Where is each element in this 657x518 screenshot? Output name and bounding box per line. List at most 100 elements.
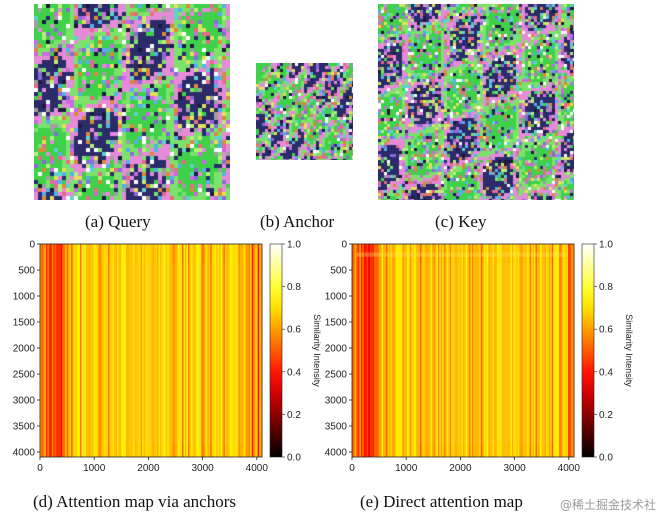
heatmap-column: [180, 244, 183, 457]
heatmap-column: [443, 244, 446, 457]
heatmap-column: [185, 244, 187, 457]
heatmap-column: [122, 244, 125, 457]
heatmap-column: [362, 244, 365, 457]
heatmap-column: [145, 244, 147, 457]
heatmap-column: [50, 244, 53, 457]
heatmap-column: [455, 244, 458, 457]
heatmap-column: [365, 244, 368, 457]
heatmap-column: [491, 244, 493, 457]
heatmap-column: [380, 244, 382, 457]
heatmap-column: [71, 244, 73, 457]
heatmap-column: [57, 244, 60, 457]
y-tick-label: 4000: [13, 448, 36, 459]
x-tick-label: 1000: [83, 463, 106, 474]
heatmap-column: [356, 244, 359, 457]
heatmap-column: [148, 244, 150, 457]
heatmap-column: [44, 244, 47, 457]
heatmap-column: [457, 244, 459, 457]
heatmap-column: [186, 244, 189, 457]
heatmap-column: [516, 244, 519, 457]
heatmap-column: [390, 244, 393, 457]
heatmap-column: [508, 244, 511, 457]
heatmap-column: [103, 244, 106, 457]
heatmap-column: [426, 244, 428, 457]
heatmap-column: [182, 244, 184, 457]
heatmap-column: [352, 244, 354, 457]
colorbar-tick-label: 0.6: [287, 325, 301, 336]
heatmap-column: [442, 244, 445, 457]
heatmap-column: [400, 244, 403, 457]
heatmap-column: [56, 244, 59, 457]
heatmap-column: [159, 244, 162, 457]
heatmap-column: [167, 244, 170, 457]
heatmap-column: [74, 244, 76, 457]
heatmap-column: [78, 244, 81, 457]
heatmap-column: [199, 244, 202, 457]
heatmap-column: [259, 244, 261, 457]
query-image: [34, 4, 230, 200]
heatmap-column: [214, 244, 217, 457]
plot-frame: [39, 243, 263, 458]
y-tick-label: 2000: [13, 344, 36, 355]
heatmap-column: [223, 244, 226, 457]
heatmap-column: [569, 244, 572, 457]
y-tick-label: 3000: [13, 396, 36, 407]
heatmap-column: [257, 244, 260, 457]
heatmap-column: [412, 244, 415, 457]
heatmap-column: [96, 244, 99, 457]
heatmap-column: [476, 244, 479, 457]
heatmap-column: [387, 244, 390, 457]
heatmap-column: [417, 244, 419, 457]
x-tick-label: 4000: [246, 463, 269, 474]
heatmap-column: [40, 244, 42, 457]
heatmap-column: [152, 244, 155, 457]
heatmap-column: [161, 244, 164, 457]
heatmap-column: [433, 244, 436, 457]
heatmap-column: [502, 244, 505, 457]
heatmap-column: [162, 244, 165, 457]
heatmap-column: [510, 244, 513, 457]
colorbar-label: Similarity Intensity: [624, 314, 634, 387]
heatmap-column: [195, 244, 198, 457]
heatmap-column: [229, 244, 232, 457]
heatmap-column: [507, 244, 510, 457]
heatmap-column: [553, 244, 556, 457]
heatmap-column: [460, 244, 462, 457]
x-tick-label: 2000: [137, 463, 160, 474]
heatmap-column: [193, 244, 196, 457]
heatmap-column: [112, 244, 115, 457]
heatmap-column: [479, 244, 482, 457]
heatmap-column: [108, 244, 110, 457]
heatmap-column: [153, 244, 156, 457]
heatmap-column: [125, 244, 128, 457]
heatmap-column: [213, 244, 216, 457]
heatmap-column: [171, 244, 174, 457]
heatmap-column: [409, 244, 412, 457]
heatmap-column: [220, 244, 223, 457]
colorbar-tick-label: 0.0: [287, 453, 301, 464]
heatmap-column: [115, 244, 118, 457]
heatmap-column: [45, 244, 48, 457]
heatmap-column: [405, 244, 408, 457]
colorbar-tick-label: 0.2: [287, 410, 301, 421]
heatmap-column: [394, 244, 397, 457]
y-tick-label: 2500: [13, 370, 36, 381]
heatmap-column: [446, 244, 449, 457]
heatmap-column: [548, 244, 551, 457]
heatmap-column: [142, 244, 144, 457]
heatmap-column: [437, 244, 440, 457]
heatmap-column: [565, 244, 567, 457]
heatmap-column: [42, 244, 45, 457]
heatmap-column: [451, 244, 454, 457]
heatmap-column: [174, 244, 177, 457]
heatmap-column: [399, 244, 402, 457]
heatmap-column: [539, 244, 542, 457]
heatmap-column: [105, 244, 107, 457]
heatmap-column: [440, 244, 443, 457]
heatmap-column: [386, 244, 388, 457]
heatmap-column: [452, 244, 455, 457]
heatmap-column: [396, 244, 399, 457]
heatmap-column: [402, 244, 405, 457]
heatmap-column: [119, 244, 122, 457]
